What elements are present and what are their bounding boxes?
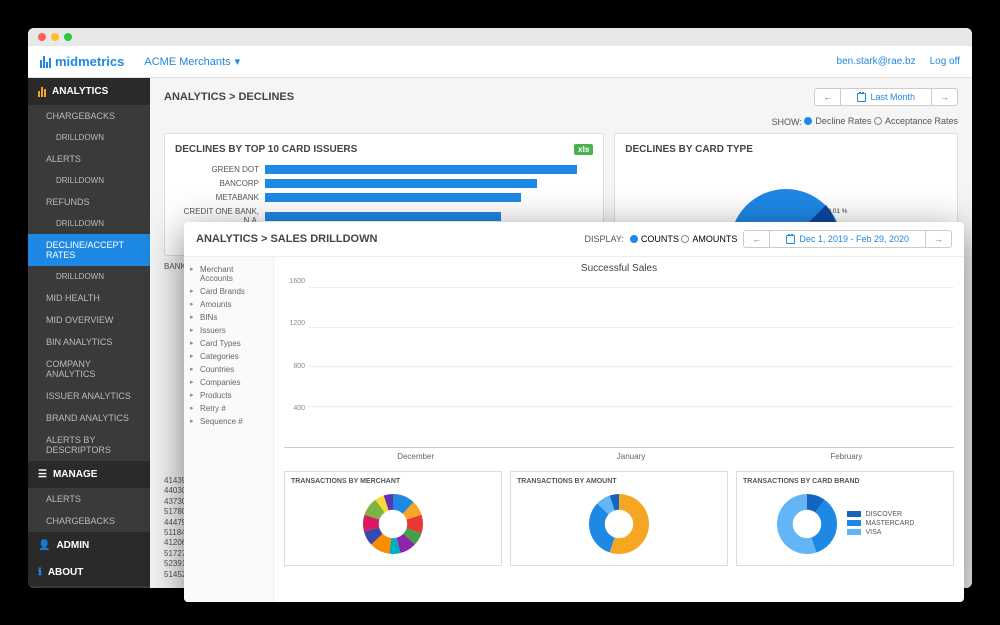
date-range-button[interactable]: Dec 1, 2019 - Feb 29, 2020 [770, 231, 925, 247]
date-prev-button[interactable]: ← [815, 89, 841, 105]
chart-title: Successful Sales [284, 263, 954, 274]
logo: midmetrics [40, 54, 124, 69]
filter-item[interactable]: Categories [188, 350, 269, 363]
mini-title: TRANSACTIONS BY CARD BRAND [743, 478, 947, 485]
panel-title: DECLINES BY CARD TYPE [625, 144, 753, 155]
mini-title: TRANSACTIONS BY MERCHANT [291, 478, 495, 485]
show-option[interactable]: Decline Rates [804, 116, 871, 126]
sidebar-item[interactable]: DRILLDOWN [28, 266, 150, 287]
filter-item[interactable]: Amounts [188, 298, 269, 311]
x-label: January [523, 452, 738, 461]
window-chrome [28, 28, 972, 46]
date-next-button[interactable]: → [925, 231, 951, 247]
sidebar-item[interactable]: CHARGEBACKS [28, 105, 150, 127]
sidebar-item[interactable]: BIN ANALYTICS [28, 331, 150, 353]
show-toggle-row: SHOW: Decline Rates Acceptance Rates [150, 116, 972, 133]
sidebar: ANALYTICSCHARGEBACKSDRILLDOWNALERTSDRILL… [28, 78, 150, 588]
issuer-bar: METABANK [175, 193, 593, 202]
x-label: December [308, 452, 523, 461]
filter-item[interactable]: Card Types [188, 337, 269, 350]
filter-sidebar: Merchant AccountsCard BrandsAmountsBINsI… [184, 257, 274, 602]
sidebar-item[interactable]: DRILLDOWN [28, 170, 150, 191]
show-option[interactable]: Acceptance Rates [874, 116, 958, 126]
x-label: February [739, 452, 954, 461]
filter-item[interactable]: Retry # [188, 402, 269, 415]
bar-chart: 1600 1200 800 400 [284, 278, 954, 448]
y-tick: 800 [284, 363, 305, 370]
page-header: ANALYTICS > DECLINES ← Last Month → [150, 78, 972, 116]
date-range-button[interactable]: Last Month [841, 89, 931, 105]
logoff-link[interactable]: Log off [930, 56, 960, 67]
calendar-icon [786, 235, 795, 244]
sidebar-section[interactable]: ℹABOUT [28, 559, 150, 586]
issuer-bar: GREEN DOT [175, 165, 593, 174]
overlay-window: ANALYTICS > SALES DRILLDOWN DISPLAY: COU… [184, 222, 964, 602]
svg-text:0.01 %: 0.01 % [828, 208, 848, 215]
sidebar-item[interactable]: CHARGEBACKS [28, 510, 150, 532]
y-tick: 400 [284, 405, 305, 412]
brand-name: midmetrics [55, 54, 124, 69]
top-bar: midmetrics ACME Merchants ▾ ben.stark@ra… [28, 46, 972, 78]
sidebar-item[interactable]: REFUNDS [28, 191, 150, 213]
manage-icon: ☰ [38, 469, 47, 480]
filter-item[interactable]: Merchant Accounts [188, 263, 269, 285]
calendar-icon [857, 93, 866, 102]
issuer-bar: BANCORP [175, 179, 593, 188]
mini-panel: TRANSACTIONS BY MERCHANT [284, 471, 502, 566]
filter-item[interactable]: Card Brands [188, 285, 269, 298]
sidebar-item[interactable]: DRILLDOWN [28, 127, 150, 148]
filter-item[interactable]: Issuers [188, 324, 269, 337]
merchant-label: ACME Merchants [144, 56, 230, 68]
sidebar-item[interactable]: DRILLDOWN [28, 213, 150, 234]
legend: DISCOVERMASTERCARDVISA [847, 511, 914, 538]
sidebar-item[interactable]: ALERTS [28, 488, 150, 510]
sidebar-item[interactable]: COMPANY ANALYTICS [28, 353, 150, 385]
sidebar-section[interactable]: ANALYTICS [28, 78, 150, 105]
breadcrumb: ANALYTICS > SALES DRILLDOWN [196, 233, 377, 245]
date-prev-button[interactable]: ← [744, 231, 770, 247]
date-nav: ← Last Month → [814, 88, 958, 106]
sidebar-item[interactable]: MID OVERVIEW [28, 309, 150, 331]
top-right-links: ben.stark@rae.bz Log off [837, 56, 960, 67]
display-label: DISPLAY: [585, 234, 624, 244]
donut-chart [775, 492, 839, 556]
sidebar-item[interactable]: ISSUER ANALYTICS [28, 385, 150, 407]
admin-icon: 👤 [38, 540, 50, 551]
window-dot[interactable] [38, 33, 46, 41]
breadcrumb: ANALYTICS > DECLINES [164, 91, 294, 103]
display-option[interactable]: COUNTS [630, 234, 679, 244]
sidebar-section[interactable]: 👤ADMIN [28, 532, 150, 559]
filter-item[interactable]: Sequence # [188, 415, 269, 428]
sidebar-item[interactable]: DECLINE/ACCEPT RATES [28, 234, 150, 266]
y-tick: 1200 [284, 320, 305, 327]
display-option[interactable]: AMOUNTS [681, 234, 737, 244]
filter-item[interactable]: Countries [188, 363, 269, 376]
panel-title: DECLINES BY TOP 10 CARD ISSUERS [175, 144, 357, 155]
window-dot[interactable] [51, 33, 59, 41]
merchant-selector[interactable]: ACME Merchants ▾ [144, 55, 240, 68]
sidebar-item[interactable]: MID HEALTH [28, 287, 150, 309]
analytics-icon [38, 87, 46, 97]
window-dot[interactable] [64, 33, 72, 41]
filter-item[interactable]: Products [188, 389, 269, 402]
about-icon: ℹ [38, 567, 42, 578]
chevron-down-icon: ▾ [235, 55, 241, 68]
date-next-button[interactable]: → [931, 89, 957, 105]
sidebar-item[interactable]: ALERTS [28, 148, 150, 170]
sidebar-section[interactable]: ☰MANAGE [28, 461, 150, 488]
sidebar-item[interactable]: ALERTS BY DESCRIPTORS [28, 429, 150, 461]
mini-panel: TRANSACTIONS BY CARD BRAND DISCOVERMASTER… [736, 471, 954, 566]
donut-chart [361, 492, 425, 556]
filter-item[interactable]: BINs [188, 311, 269, 324]
show-label: SHOW: [772, 117, 802, 127]
export-button[interactable]: xls [574, 144, 593, 155]
y-tick: 1600 [284, 278, 305, 285]
user-link[interactable]: ben.stark@rae.bz [837, 56, 916, 67]
mini-title: TRANSACTIONS BY AMOUNT [517, 478, 721, 485]
sidebar-item[interactable]: BRAND ANALYTICS [28, 407, 150, 429]
date-nav: ← Dec 1, 2019 - Feb 29, 2020 → [743, 230, 952, 248]
filter-item[interactable]: Companies [188, 376, 269, 389]
donut-chart [587, 492, 651, 556]
mini-panel: TRANSACTIONS BY AMOUNT [510, 471, 728, 566]
